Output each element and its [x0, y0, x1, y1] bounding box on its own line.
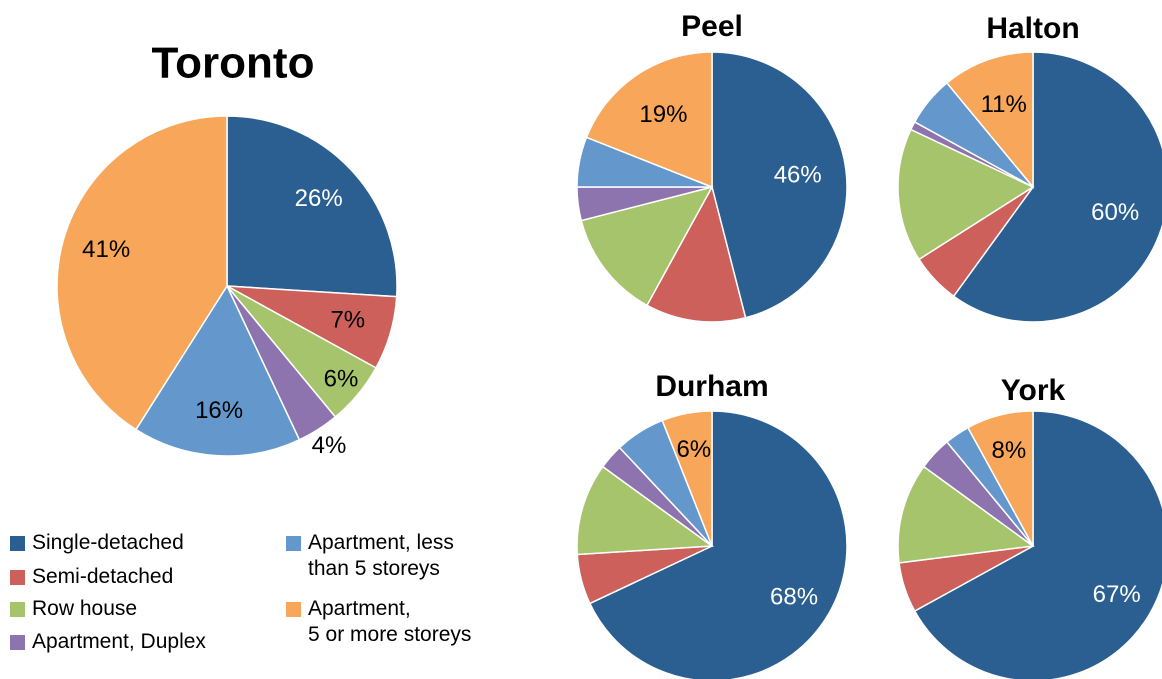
pie-slice: [897, 465, 1035, 564]
data-label: 41%: [82, 236, 130, 263]
pie-slice: [913, 410, 1162, 679]
data-label: 7%: [330, 306, 365, 333]
data-label: 60%: [1091, 199, 1139, 226]
data-label: 67%: [1093, 581, 1141, 608]
legend: Single-detached Semi-detached Row house Apa…: [10, 530, 550, 675]
legend-label: Row house: [32, 597, 138, 620]
pie-slice: [576, 465, 715, 556]
pie-slice: [134, 284, 301, 457]
legend-swatch: [10, 602, 25, 617]
pie-slice: [952, 51, 1162, 323]
chart-title: Peel: [681, 10, 743, 43]
data-label: 46%: [774, 162, 822, 189]
legend-item: Semi-detached: [10, 564, 173, 590]
legend-label: Semi-detached: [32, 565, 174, 588]
pie-slice: [711, 51, 848, 319]
legend-swatch: [10, 635, 25, 650]
data-label: 4%: [312, 432, 347, 459]
legend-label: Apartment, Duplex: [32, 630, 206, 653]
data-label: 16%: [195, 397, 243, 424]
pie-slice: [945, 51, 1034, 190]
legend-swatch: [10, 536, 25, 551]
legend-item: Row house: [10, 596, 137, 622]
pie-slice: [897, 128, 1035, 261]
legend-label: Apartment, less than 5 storeys: [308, 531, 454, 580]
legend-item: Apartment, 5 or more storeys: [286, 596, 471, 648]
pie-slice: [585, 51, 713, 189]
chart-title: Toronto: [152, 39, 315, 88]
pie-slice: [56, 115, 228, 431]
data-label: 8%: [991, 437, 1026, 464]
pie-slice: [580, 185, 714, 307]
legend-label: Single-detached: [32, 531, 184, 554]
pie-slice: [661, 410, 713, 547]
pie-slice: [588, 410, 848, 679]
legend-label: Apartment, 5 or more storeys: [308, 597, 472, 646]
data-label: 68%: [770, 583, 818, 610]
pie-slice: [645, 184, 747, 323]
pie-slice: [226, 115, 398, 298]
data-label: 6%: [676, 436, 711, 463]
legend-item: Apartment, Duplex: [10, 629, 206, 655]
chart-title: York: [1001, 374, 1066, 407]
legend-item: Apartment, less than 5 storeys: [286, 530, 454, 582]
data-label: 11%: [981, 91, 1027, 118]
legend-swatch: [286, 536, 301, 551]
legend-swatch: [286, 602, 301, 617]
pie-slice: [966, 410, 1034, 547]
legend-swatch: [10, 570, 25, 585]
data-label: 6%: [324, 366, 359, 393]
chart-title: Halton: [986, 12, 1079, 45]
legend-item: Single-detached: [10, 530, 184, 556]
data-label: 19%: [639, 101, 687, 128]
chart-title: Durham: [655, 370, 768, 403]
data-label: 26%: [295, 185, 343, 212]
